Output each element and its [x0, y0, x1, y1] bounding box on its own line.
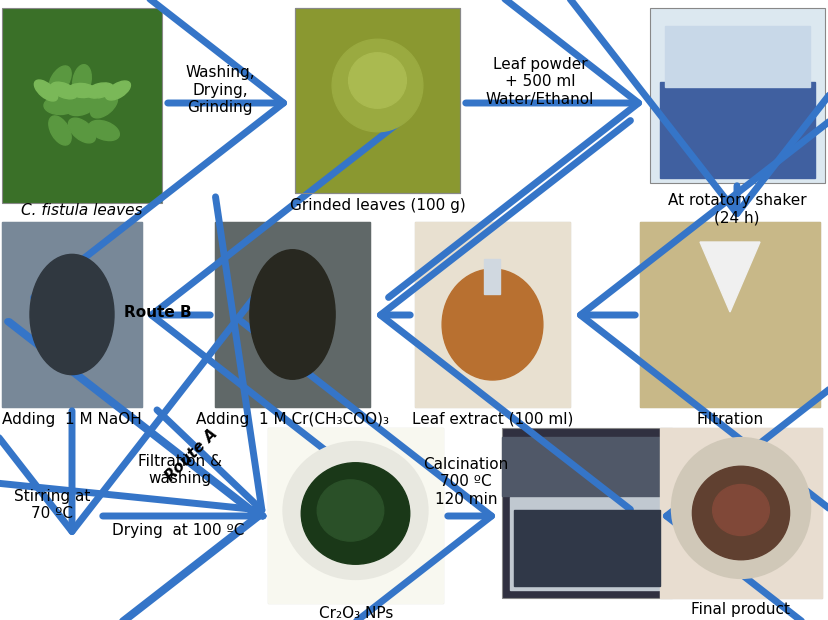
Text: Route B: Route B — [124, 306, 191, 321]
Bar — [214, 222, 369, 407]
Bar — [484, 260, 500, 294]
Bar — [639, 222, 819, 407]
Text: Stirring at
70 ºC: Stirring at 70 ºC — [14, 489, 90, 521]
Ellipse shape — [301, 463, 409, 564]
Ellipse shape — [90, 93, 118, 118]
Bar — [649, 8, 824, 183]
Ellipse shape — [349, 53, 406, 108]
Text: C. fistula leaves: C. fistula leaves — [22, 203, 142, 218]
Text: Adding  1 M Cr(CH₃COO)₃: Adding 1 M Cr(CH₃COO)₃ — [196, 412, 389, 427]
Bar — [295, 8, 460, 193]
Ellipse shape — [320, 32, 435, 153]
Ellipse shape — [283, 442, 426, 578]
Ellipse shape — [712, 484, 768, 536]
Text: Leaf extract (100 ml): Leaf extract (100 ml) — [412, 412, 573, 427]
Ellipse shape — [66, 95, 97, 115]
Text: Adding  1 M NaOH: Adding 1 M NaOH — [2, 412, 142, 427]
Bar — [214, 222, 369, 407]
Bar — [659, 428, 821, 598]
Bar — [659, 82, 814, 178]
Ellipse shape — [89, 120, 119, 141]
Bar — [2, 8, 161, 203]
Ellipse shape — [332, 39, 422, 132]
Text: Route A: Route A — [163, 426, 221, 484]
Text: Final product: Final product — [691, 602, 790, 617]
Bar — [2, 222, 142, 407]
Ellipse shape — [317, 480, 383, 541]
Bar — [639, 222, 819, 407]
Ellipse shape — [34, 80, 58, 101]
Ellipse shape — [105, 81, 130, 100]
Bar — [502, 428, 672, 598]
Bar — [415, 222, 570, 407]
Text: Cr₂O₃ NPs: Cr₂O₃ NPs — [319, 606, 392, 620]
Bar — [509, 497, 663, 590]
Text: Filtration &
washing: Filtration & washing — [137, 454, 222, 486]
Bar — [267, 428, 442, 603]
Text: At rotatory shaker
(24 h): At rotatory shaker (24 h) — [667, 193, 806, 226]
Ellipse shape — [691, 466, 788, 560]
Ellipse shape — [69, 118, 95, 143]
Bar — [267, 428, 442, 603]
Bar — [415, 222, 570, 407]
Text: Grinded leaves (100 g): Grinded leaves (100 g) — [290, 198, 465, 213]
Ellipse shape — [249, 250, 335, 379]
Bar — [295, 8, 460, 193]
Ellipse shape — [49, 66, 71, 95]
Ellipse shape — [441, 269, 542, 380]
Bar — [502, 436, 672, 496]
Bar — [2, 222, 142, 407]
Text: Calcination
700 ºC
120 min: Calcination 700 ºC 120 min — [423, 457, 508, 507]
Ellipse shape — [49, 116, 71, 145]
Bar — [659, 428, 821, 598]
Ellipse shape — [86, 83, 113, 98]
Bar — [513, 510, 659, 586]
Bar — [664, 25, 809, 87]
Text: Filtration: Filtration — [696, 412, 763, 427]
Text: Washing,
Drying,
Grinding: Washing, Drying, Grinding — [185, 65, 254, 115]
Ellipse shape — [73, 64, 91, 96]
Text: Drying  at 100 ºC: Drying at 100 ºC — [112, 523, 244, 538]
Ellipse shape — [672, 438, 809, 578]
Ellipse shape — [51, 82, 77, 99]
Ellipse shape — [30, 254, 114, 374]
Ellipse shape — [44, 97, 76, 115]
Polygon shape — [699, 242, 759, 312]
Text: Leaf powder
+ 500 ml
Water/Ethanol: Leaf powder + 500 ml Water/Ethanol — [485, 57, 594, 107]
Ellipse shape — [68, 84, 96, 97]
